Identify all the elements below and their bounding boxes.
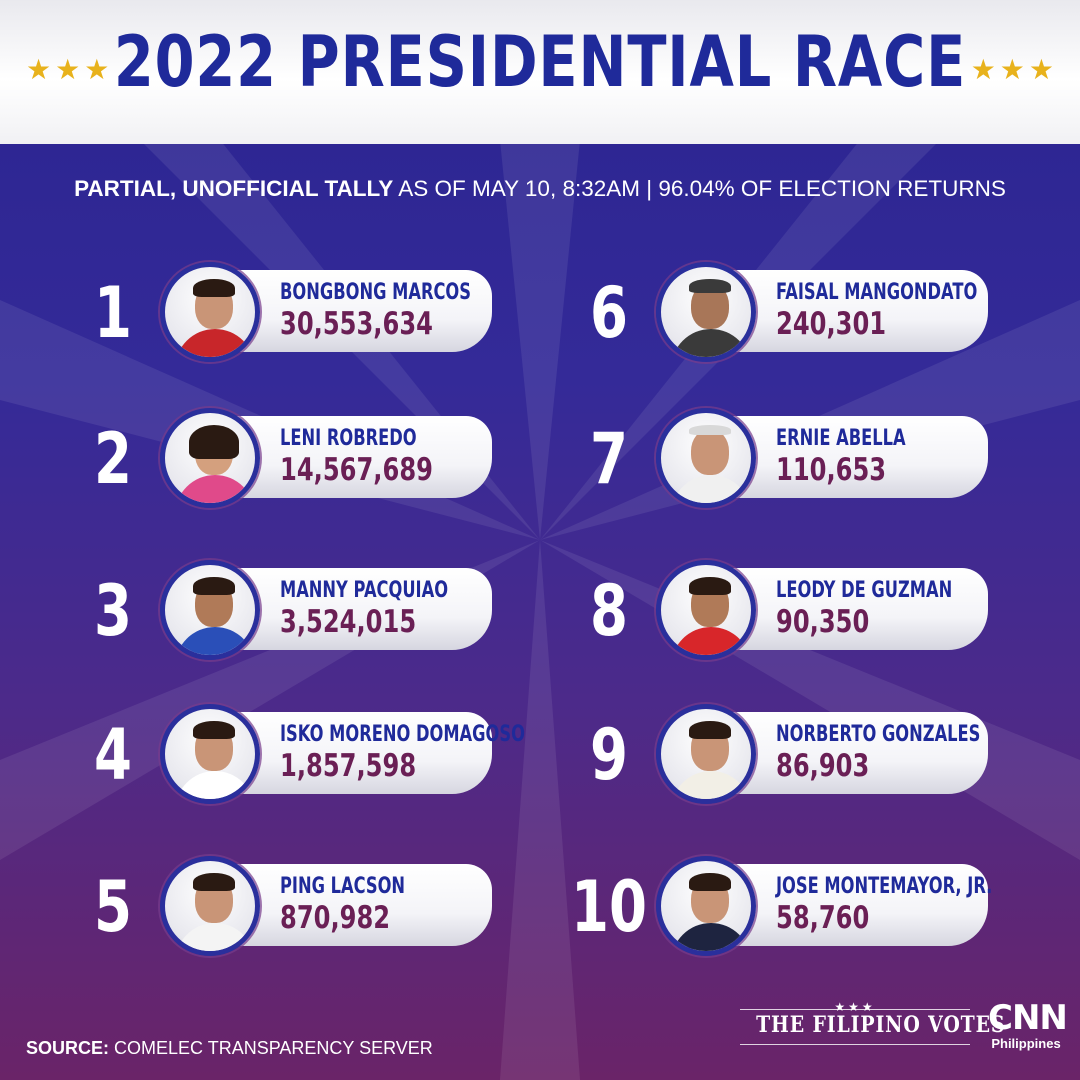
source-text: COMELEC TRANSPARENCY SERVER [109, 1038, 433, 1058]
candidate-votes: 1,857,598 [280, 748, 417, 784]
candidate-entry-2: 2 LENI ROBREDO 14,567,689 [94, 404, 518, 514]
candidate-photo [160, 262, 260, 362]
candidate-photo [656, 560, 756, 660]
tally-subtitle-bold: PARTIAL, UNOFFICIAL TALLY [74, 176, 394, 201]
brand-stars-icon: ★★★ [834, 1000, 876, 1014]
brand-divider [740, 1044, 970, 1045]
rank-number: 3 [93, 570, 133, 652]
candidate-name: MANNY PACQUIAO [280, 578, 449, 603]
candidate-photo [656, 704, 756, 804]
candidate-entry-1: 1 BONGBONG MARCOS 30,553,634 [94, 258, 518, 368]
candidate-name: NORBERTO GONZALES [776, 722, 981, 747]
tally-subtitle: PARTIAL, UNOFFICIAL TALLY AS OF MAY 10, … [0, 176, 1080, 202]
candidate-name: FAISAL MANGONDATO [776, 280, 978, 305]
rank-number: 5 [93, 866, 133, 948]
candidate-entry-6: 6 FAISAL MANGONDATO 240,301 [590, 258, 1014, 368]
candidate-name: LENI ROBREDO [280, 426, 417, 451]
candidate-votes: 870,982 [280, 900, 391, 936]
candidate-votes: 240,301 [776, 306, 887, 342]
candidate-name: LEODY DE GUZMAN [776, 578, 953, 603]
candidate-photo [656, 408, 756, 508]
stars-left-icon: ★★★ [26, 53, 114, 86]
candidate-votes: 86,903 [776, 748, 870, 784]
candidate-votes: 14,567,689 [280, 452, 433, 488]
cnn-logo-text: CNN [988, 998, 1068, 1038]
candidate-entry-8: 8 LEODY DE GUZMAN 90,350 [590, 556, 1014, 666]
brand-divider [740, 1009, 970, 1010]
candidate-name: PING LACSON [280, 874, 406, 899]
rank-number: 8 [589, 570, 629, 652]
page-title: 2022 PRESIDENTIAL RACE [113, 21, 967, 103]
candidate-photo [160, 408, 260, 508]
candidate-entry-3: 3 MANNY PACQUIAO 3,524,015 [94, 556, 518, 666]
rank-number: 2 [93, 418, 133, 500]
rank-number: 9 [589, 714, 629, 796]
candidate-entry-9: 9 NORBERTO GONZALES 86,903 [590, 700, 1014, 810]
candidate-photo [160, 704, 260, 804]
source-credit: SOURCE: COMELEC TRANSPARENCY SERVER [26, 1038, 433, 1059]
rank-number: 4 [93, 714, 133, 796]
tally-subtitle-rest: AS OF MAY 10, 8:32AM | 96.04% OF ELECTIO… [393, 176, 1006, 201]
brand-text: THE FILIPINO VOTES [756, 1012, 1006, 1038]
candidate-photo [656, 262, 756, 362]
candidate-photo [160, 856, 260, 956]
candidate-photo [160, 560, 260, 660]
rank-number: 1 [93, 272, 133, 354]
candidate-name: ISKO MORENO DOMAGOSO [280, 722, 525, 747]
candidate-entry-4: 4 ISKO MORENO DOMAGOSO 1,857,598 [94, 700, 525, 810]
rank-number: 6 [589, 272, 629, 354]
header-banner: ★★★ 2022 PRESIDENTIAL RACE ★★★ [0, 0, 1080, 144]
cnn-logo-subtext: Philippines [991, 1036, 1061, 1051]
candidate-votes: 30,553,634 [280, 306, 433, 342]
candidate-entry-7: 7 ERNIE ABELLA 110,653 [590, 404, 1014, 514]
candidate-name: ERNIE ABELLA [776, 426, 906, 451]
candidate-votes: 58,760 [776, 900, 870, 936]
candidate-entry-5: 5 PING LACSON 870,982 [94, 852, 518, 962]
cnn-philippines-logo: CNN Philippines [988, 998, 1068, 1060]
rank-number: 7 [589, 418, 629, 500]
stars-right-icon: ★★★ [970, 53, 1058, 86]
candidate-votes: 90,350 [776, 604, 870, 640]
candidate-name: JOSE MONTEMAYOR, JR. [776, 874, 993, 899]
rank-number: 10 [570, 866, 647, 948]
filipino-votes-logo: ★★★ THE FILIPINO VOTES [740, 1000, 1006, 1050]
candidate-photo [656, 856, 756, 956]
candidate-entry-10: 10 JOSE MONTEMAYOR, JR. 58,760 [571, 852, 1014, 962]
source-label: SOURCE: [26, 1038, 110, 1058]
candidate-votes: 3,524,015 [280, 604, 417, 640]
candidate-name: BONGBONG MARCOS [280, 280, 471, 305]
candidate-votes: 110,653 [776, 452, 887, 488]
